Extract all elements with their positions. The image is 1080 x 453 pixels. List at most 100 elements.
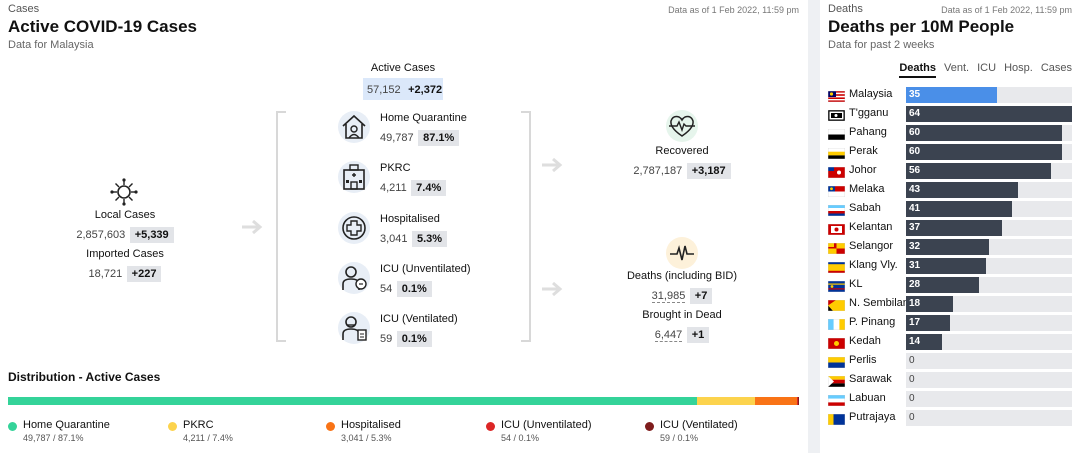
state-flag-icon bbox=[827, 222, 846, 236]
local-cases-label: Local Cases bbox=[94, 209, 156, 221]
panel-divider bbox=[808, 0, 820, 453]
legend-value: 4,211 / 7.4% bbox=[183, 433, 233, 443]
bar-value-label: 0 bbox=[909, 355, 915, 366]
tab-cases[interactable]: Cases bbox=[1040, 62, 1072, 74]
arrow-right-icon bbox=[542, 157, 563, 173]
bar-value-label: 31 bbox=[909, 260, 921, 271]
pulse-line-icon bbox=[666, 237, 698, 269]
bar-sabah bbox=[906, 201, 1012, 217]
active-cases-label: Active Cases bbox=[370, 62, 436, 74]
local-cases-block: Local Cases 2,857,603 +5,339 Imported Ca… bbox=[60, 209, 190, 282]
category-pct: 87.1% bbox=[418, 130, 460, 146]
category-pct: 0.1% bbox=[396, 331, 432, 347]
state-flag-icon bbox=[827, 412, 846, 426]
tab-icu[interactable]: ICU bbox=[977, 62, 997, 74]
state-flag-icon bbox=[827, 393, 846, 407]
state-row[interactable]: Kelantan 37 bbox=[827, 219, 1080, 238]
state-flag-icon bbox=[827, 165, 846, 179]
state-name: Putrajaya bbox=[849, 411, 896, 423]
bid-value[interactable]: 6,447 bbox=[654, 329, 683, 342]
recovered-label: Recovered bbox=[655, 145, 709, 157]
legend-name: Hospitalised bbox=[341, 419, 401, 431]
state-row[interactable]: Labuan 0 bbox=[827, 390, 1080, 409]
legend-name: Home Quarantine bbox=[23, 419, 110, 431]
active-cases-panel: Cases Data as of 1 Feb 2022, 11:59 pm Ac… bbox=[8, 3, 799, 443]
state-row[interactable]: Selangor 32 bbox=[827, 238, 1080, 257]
state-name: KL bbox=[849, 278, 863, 290]
state-flag-icon bbox=[827, 146, 846, 160]
legend-value: 49,787 / 87.1% bbox=[23, 433, 84, 443]
distribution-segment bbox=[8, 397, 697, 405]
deaths-value[interactable]: 31,985 bbox=[651, 290, 686, 303]
hospital-cross-icon bbox=[338, 212, 370, 244]
bar-track: 64 bbox=[906, 106, 1072, 122]
legend-dot bbox=[168, 422, 177, 431]
bar-value-label: 37 bbox=[909, 222, 921, 233]
state-row[interactable]: Klang Vly. 31 bbox=[827, 257, 1080, 276]
bar-track: 0 bbox=[906, 372, 1072, 388]
imported-cases-value: 18,721 bbox=[88, 268, 123, 280]
arrow-right-icon bbox=[242, 219, 263, 235]
active-cases-value: 57,152 bbox=[367, 84, 401, 96]
state-name: Malaysia bbox=[849, 88, 893, 100]
bar-track: 18 bbox=[906, 296, 1072, 312]
state-flag-icon bbox=[827, 108, 846, 122]
state-row[interactable]: T'gganu 64 bbox=[827, 105, 1080, 124]
pkrc-building-icon bbox=[338, 161, 370, 193]
page-title: Active COVID-19 Cases bbox=[8, 17, 197, 36]
tab-hosp[interactable]: Hosp. bbox=[1004, 62, 1033, 74]
heartbeat-icon bbox=[666, 110, 698, 142]
tab-vent[interactable]: Vent. bbox=[944, 62, 970, 74]
active-cases-delta: +2,372 bbox=[408, 84, 443, 96]
state-name: Melaka bbox=[849, 183, 885, 195]
deaths-block: Deaths (including BID) 31,985 +7 Brought… bbox=[610, 270, 754, 343]
state-row[interactable]: N. Sembilan 18 bbox=[827, 295, 1080, 314]
state-row[interactable]: KL 28 bbox=[827, 276, 1080, 295]
deaths-panel: Deaths Data as of 1 Feb 2022, 11:59 pm D… bbox=[820, 0, 1080, 453]
bar-value-label: 43 bbox=[909, 184, 921, 195]
bar-value-label: 35 bbox=[909, 89, 921, 100]
category-label: ICU (Unventilated) bbox=[380, 263, 471, 275]
bar-kelantan bbox=[906, 220, 1002, 236]
bracket-left bbox=[276, 111, 286, 342]
state-row[interactable]: Melaka 43 bbox=[827, 181, 1080, 200]
legend-dot bbox=[8, 422, 17, 431]
bar-track: 28 bbox=[906, 277, 1072, 293]
state-name: Kelantan bbox=[849, 221, 893, 233]
home-quarantine-icon bbox=[338, 111, 370, 143]
state-row[interactable]: Johor 56 bbox=[827, 162, 1080, 181]
state-row[interactable]: Putrajaya 0 bbox=[827, 409, 1080, 428]
state-row[interactable]: Perak 60 bbox=[827, 143, 1080, 162]
bar-perak bbox=[906, 144, 1062, 160]
bar-nsembilan bbox=[906, 296, 953, 312]
legend-name: PKRC bbox=[183, 419, 214, 431]
imported-cases-delta: +227 bbox=[126, 266, 162, 282]
bar-melaka bbox=[906, 182, 1018, 198]
category-pct: 5.3% bbox=[411, 231, 448, 247]
legend-value: 54 / 0.1% bbox=[501, 433, 540, 443]
active-cases-block: Active Cases 57,152 +2,372 bbox=[363, 62, 443, 100]
category-value: 4,211 bbox=[380, 182, 407, 194]
state-row[interactable]: Perlis 0 bbox=[827, 352, 1080, 371]
category-value: 3,041 bbox=[380, 233, 408, 245]
bar-value-label: 0 bbox=[909, 374, 915, 385]
bar-track: 0 bbox=[906, 353, 1072, 369]
bar-pahang bbox=[906, 125, 1062, 141]
state-flag-icon bbox=[827, 89, 846, 103]
state-row[interactable]: Kedah 14 bbox=[827, 333, 1080, 352]
category-pct: 7.4% bbox=[411, 180, 447, 196]
state-name: Johor bbox=[849, 164, 877, 176]
tab-deaths[interactable]: Deaths bbox=[899, 62, 937, 78]
imported-cases-label: Imported Cases bbox=[86, 248, 164, 260]
state-row[interactable]: Sabah 41 bbox=[827, 200, 1080, 219]
state-name: Klang Vly. bbox=[849, 259, 898, 271]
state-row[interactable]: P. Pinang 17 bbox=[827, 314, 1080, 333]
state-row[interactable]: Pahang 60 bbox=[827, 124, 1080, 143]
distribution-bar bbox=[8, 397, 799, 405]
bar-klangvly bbox=[906, 258, 986, 274]
panel-kicker: Deaths bbox=[828, 3, 863, 15]
state-row[interactable]: Malaysia 35 bbox=[827, 86, 1080, 105]
bar-value-label: 0 bbox=[909, 412, 915, 423]
state-row[interactable]: Sarawak 0 bbox=[827, 371, 1080, 390]
deaths-subtitle: Data for past 2 weeks bbox=[828, 39, 935, 51]
